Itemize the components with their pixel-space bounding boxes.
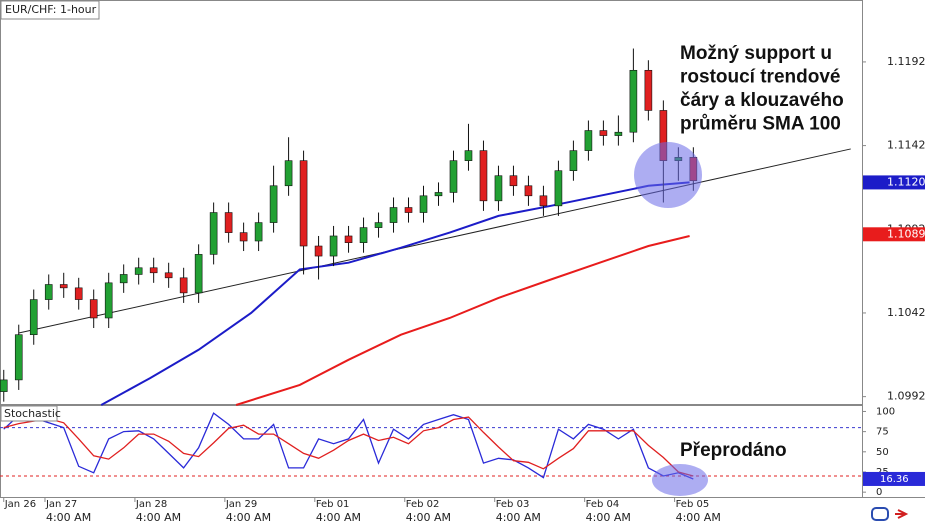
x-tick-sublabel: 4:00 AM bbox=[136, 511, 181, 524]
x-tick-label: Feb 03 bbox=[496, 499, 530, 510]
panel-title: Stochastic bbox=[4, 407, 61, 420]
x-tick-label: Feb 05 bbox=[676, 499, 710, 510]
y-tick-label: 1.1042 bbox=[887, 306, 925, 319]
candle-body bbox=[254, 222, 263, 242]
candle-body bbox=[29, 299, 38, 336]
candle-body bbox=[644, 69, 653, 111]
x-tick-label: Feb 01 bbox=[316, 499, 350, 510]
stochastic-line bbox=[3, 416, 694, 477]
candle-body bbox=[539, 195, 548, 207]
x-tick-sublabel: 4:00 AM bbox=[226, 511, 271, 524]
candle-body bbox=[434, 192, 443, 197]
candle-body bbox=[614, 131, 623, 136]
title-box bbox=[0, 0, 100, 20]
candle-body bbox=[344, 235, 353, 243]
candle-body bbox=[179, 277, 188, 294]
x-tick-sublabel: 4:00 AM bbox=[496, 511, 541, 524]
x-tick-label: Jan 29 bbox=[225, 499, 257, 510]
x-tick-label: Jan 28 bbox=[135, 499, 167, 510]
candle-body bbox=[524, 185, 533, 197]
annotation: čáry a klouzavého bbox=[680, 90, 844, 111]
x-tick-label: Jan 26 bbox=[4, 499, 36, 510]
price-marker bbox=[863, 175, 925, 190]
x-tick-sublabel: 4:00 AM bbox=[676, 511, 721, 524]
candle-body bbox=[284, 160, 293, 187]
toolbar-icons bbox=[871, 507, 909, 521]
x-tick-sublabel: 4:00 AM bbox=[406, 511, 451, 524]
candle-body bbox=[89, 299, 98, 319]
y-tick-label: 1.1142 bbox=[887, 139, 925, 152]
candle-body bbox=[0, 379, 8, 392]
candle-body bbox=[194, 254, 203, 294]
candle-body bbox=[389, 207, 398, 223]
candle-body bbox=[134, 267, 143, 275]
y-tick-label: 50 bbox=[876, 447, 889, 458]
highlight-circle bbox=[652, 464, 708, 496]
x-tick-sublabel: 4:00 AM bbox=[586, 511, 631, 524]
arrow-icon[interactable] bbox=[895, 509, 909, 519]
candle-body bbox=[419, 195, 428, 213]
annotation: Možný support u bbox=[680, 43, 832, 64]
y-tick-label: 1.1192 bbox=[887, 55, 925, 68]
annotation: Přeprodáno bbox=[680, 440, 787, 461]
moving-average bbox=[100, 181, 690, 406]
candle-body bbox=[569, 150, 578, 172]
moving-average bbox=[235, 235, 690, 406]
candle-body bbox=[149, 267, 158, 274]
candle-body bbox=[494, 175, 503, 202]
candle-body bbox=[449, 160, 458, 193]
candle-body bbox=[164, 272, 173, 279]
x-tick-sublabel: 4:00 AM bbox=[316, 511, 361, 524]
stochastic-panel bbox=[0, 405, 863, 498]
chart-title: EUR/CHF: 1-hour bbox=[5, 3, 97, 16]
candle-body bbox=[374, 222, 383, 228]
annotation: rostoucí trendové bbox=[680, 67, 840, 88]
candle-body bbox=[629, 69, 638, 133]
candle-body bbox=[74, 287, 83, 300]
y-tick-label: 75 bbox=[876, 427, 889, 438]
candle-body bbox=[584, 130, 593, 151]
candle-body bbox=[209, 212, 218, 255]
price-marker-label: 1.1089 bbox=[887, 227, 925, 240]
highlight-circle bbox=[634, 142, 702, 208]
candle-body bbox=[329, 235, 338, 257]
candle-body bbox=[509, 175, 518, 187]
x-tick-label: Feb 04 bbox=[586, 499, 620, 510]
candle-body bbox=[464, 150, 473, 161]
x-tick-label: Feb 02 bbox=[406, 499, 440, 510]
candle-body bbox=[269, 185, 278, 223]
value-marker bbox=[863, 471, 925, 486]
candle-body bbox=[44, 284, 53, 300]
price-marker-label: 1.1120 bbox=[887, 175, 925, 188]
candle-body bbox=[104, 282, 113, 319]
candle-body bbox=[599, 130, 608, 136]
y-tick-label: 100 bbox=[876, 406, 895, 417]
y-tick-label: 1.0992 bbox=[887, 390, 925, 403]
y-tick-label: 0 bbox=[876, 487, 882, 498]
candle-body bbox=[59, 284, 68, 289]
candle-body bbox=[119, 274, 128, 284]
candle-body bbox=[359, 227, 368, 243]
candle-body bbox=[299, 160, 308, 247]
stochastic-line bbox=[3, 412, 694, 480]
candle-body bbox=[14, 334, 23, 381]
x-tick-sublabel: 4:00 AM bbox=[46, 511, 91, 524]
candle-body bbox=[404, 207, 413, 213]
title-box bbox=[0, 405, 58, 422]
candle-body bbox=[554, 170, 563, 207]
candle-body bbox=[479, 150, 488, 202]
price-marker bbox=[863, 227, 925, 242]
candle-body bbox=[314, 245, 323, 257]
main-panel bbox=[0, 0, 863, 405]
x-tick-label: Jan 27 bbox=[45, 499, 77, 510]
candle-body bbox=[239, 232, 248, 242]
link-icon[interactable] bbox=[871, 507, 889, 521]
value-marker-label: 16.36 bbox=[880, 474, 909, 485]
trendline bbox=[18, 148, 851, 334]
annotation: průměru SMA 100 bbox=[680, 114, 841, 135]
candle-body bbox=[224, 212, 233, 233]
